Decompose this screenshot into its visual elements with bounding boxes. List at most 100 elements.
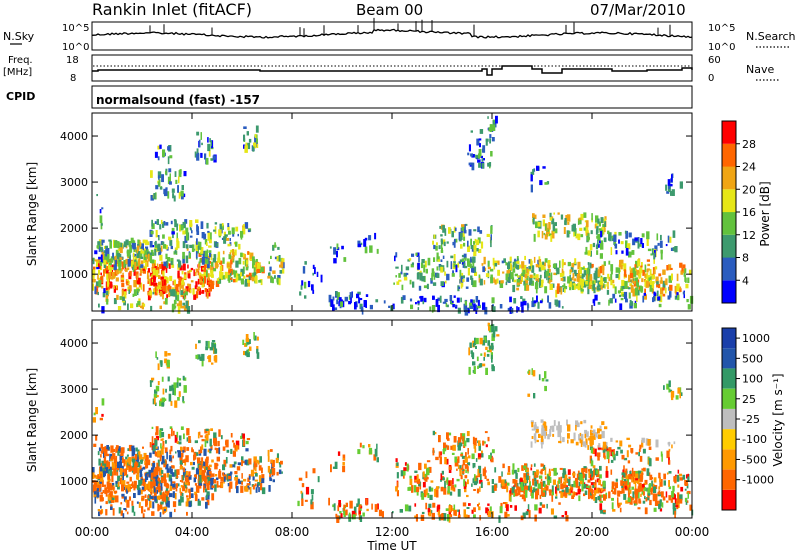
- heatmap-cell: [687, 474, 690, 482]
- heatmap-cell: [301, 483, 305, 488]
- heatmap-cell: [122, 457, 124, 464]
- colorbar-tick-label: 100: [742, 373, 763, 386]
- heatmap-cell: [114, 255, 117, 260]
- heatmap-cell: [488, 326, 490, 331]
- heatmap-cell: [628, 492, 630, 500]
- heatmap-cell: [655, 457, 659, 461]
- heatmap-cell: [165, 170, 167, 175]
- heatmap-cell: [451, 452, 455, 455]
- heatmap-cell: [547, 268, 551, 273]
- heatmap-cell: [471, 162, 475, 171]
- heatmap-cell: [639, 455, 643, 462]
- x-tick-label: 20:00: [575, 525, 610, 539]
- heatmap-cell: [482, 363, 486, 367]
- heatmap-cell: [680, 270, 684, 275]
- heatmap-cell: [463, 303, 467, 309]
- heatmap-cell: [220, 260, 222, 265]
- heatmap-cell: [436, 256, 440, 262]
- heatmap-cell: [199, 241, 202, 250]
- heatmap-cell: [628, 474, 631, 480]
- heatmap-cell: [563, 490, 567, 497]
- heatmap-cell: [133, 484, 136, 491]
- heatmap-cell: [244, 145, 248, 153]
- heatmap-cell: [132, 252, 135, 261]
- heatmap-cell: [374, 232, 377, 240]
- heatmap-cell: [458, 261, 461, 264]
- heatmap-cell: [219, 271, 222, 279]
- heatmap-cell: [129, 487, 133, 489]
- heatmap-cell: [112, 252, 114, 260]
- heatmap-cell: [442, 301, 447, 304]
- heatmap-cell: [161, 174, 164, 183]
- heatmap-cell: [544, 271, 547, 279]
- heatmap-cell: [492, 120, 495, 125]
- heatmap-cell: [191, 466, 195, 470]
- heatmap-cell: [455, 265, 458, 273]
- heatmap-cell: [409, 298, 413, 302]
- heatmap-cell: [255, 487, 258, 493]
- heatmap-cell: [248, 229, 251, 233]
- heatmap-cell: [161, 286, 165, 290]
- heatmap-cell: [300, 490, 303, 494]
- heatmap-cell: [123, 260, 126, 268]
- heatmap-cell: [434, 432, 437, 435]
- heatmap-cell: [414, 515, 417, 518]
- heatmap-cell: [170, 445, 173, 452]
- heatmap-cell: [646, 272, 649, 279]
- heatmap-cell: [424, 473, 427, 478]
- heatmap-cell: [646, 269, 649, 273]
- heatmap-cell: [117, 256, 121, 264]
- heatmap-cell: [621, 454, 625, 460]
- heatmap-cell: [552, 433, 555, 437]
- heatmap-cell: [104, 456, 107, 461]
- heatmap-cell: [625, 298, 628, 303]
- heatmap-cell: [659, 499, 662, 507]
- heatmap-cell: [440, 240, 444, 245]
- heatmap-cell: [396, 462, 399, 466]
- heatmap-cell: [219, 223, 223, 232]
- heatmap-cell: [139, 469, 143, 478]
- heatmap-cell: [102, 489, 105, 494]
- heatmap-cell: [603, 277, 606, 282]
- heatmap-cell: [494, 467, 497, 473]
- heatmap-cell: [610, 274, 613, 282]
- heatmap-cell: [630, 279, 632, 283]
- heatmap-cell: [108, 281, 112, 285]
- heatmap-cell: [149, 252, 153, 256]
- heatmap-cell: [242, 461, 245, 464]
- heatmap-cell: [395, 252, 398, 258]
- heatmap-cell: [154, 241, 157, 246]
- heatmap-cell: [649, 284, 653, 292]
- heatmap-cell: [124, 268, 128, 272]
- heatmap-cell: [623, 479, 627, 482]
- heatmap-cell: [494, 279, 497, 285]
- heatmap-cell: [416, 486, 420, 493]
- heatmap-cell: [467, 479, 469, 485]
- heatmap-cell: [217, 440, 220, 447]
- heatmap-cell: [138, 490, 141, 494]
- heatmap-cell: [467, 514, 470, 518]
- heatmap-cell: [512, 479, 516, 484]
- heatmap-cell: [180, 290, 184, 295]
- heatmap-cell: [108, 497, 112, 501]
- heatmap-cell: [571, 263, 575, 268]
- heatmap-cell: [149, 272, 153, 277]
- heatmap-cell: [121, 288, 124, 292]
- heatmap-cell: [100, 473, 102, 478]
- heatmap-cell: [416, 474, 419, 481]
- heatmap-cell: [656, 290, 659, 296]
- heatmap-cell: [236, 485, 239, 494]
- freq-right-label: Nave: [746, 63, 774, 76]
- heatmap-cell: [515, 264, 518, 269]
- heatmap-cell: [446, 260, 449, 268]
- heatmap-cell: [151, 436, 154, 444]
- heatmap-cell: [151, 426, 154, 429]
- heatmap-cell: [280, 261, 284, 268]
- heatmap-cell: [446, 445, 450, 450]
- heatmap-cell: [247, 251, 250, 255]
- heatmap-cell: [482, 340, 486, 346]
- heatmap-cell: [312, 264, 315, 269]
- heatmap-cell: [666, 472, 669, 475]
- heatmap-cell: [551, 218, 555, 225]
- heatmap-cell: [685, 277, 687, 283]
